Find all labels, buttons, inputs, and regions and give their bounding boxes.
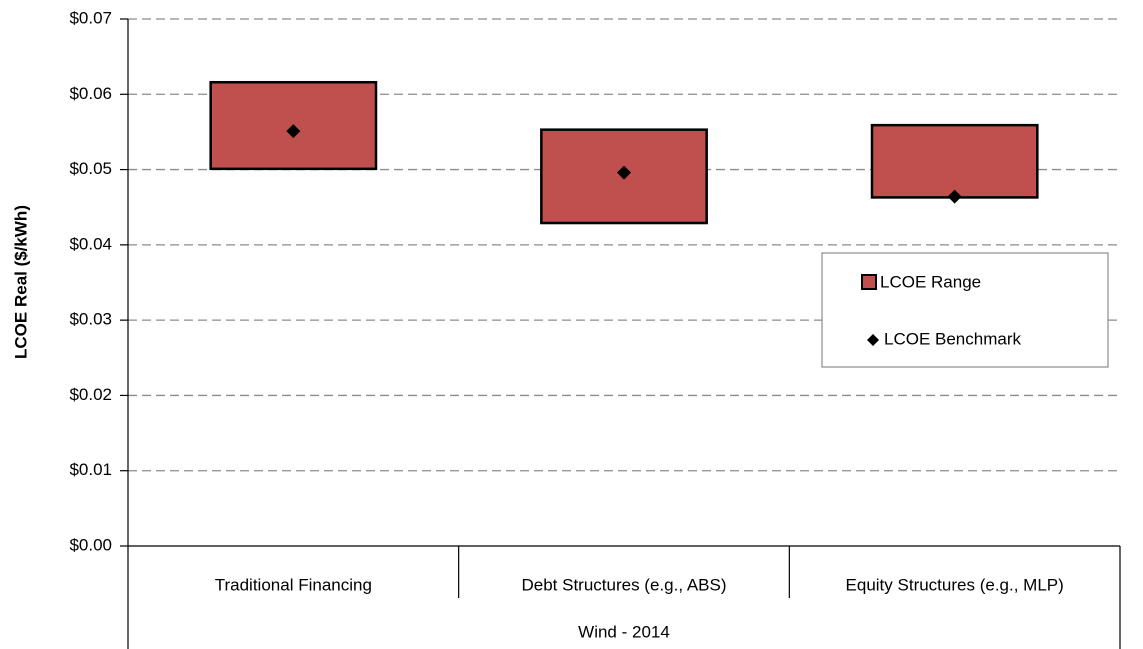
range-bar [209, 80, 378, 171]
group-label: Wind - 2014 [578, 622, 670, 641]
legend-label: LCOE Range [880, 272, 981, 291]
legend-label: LCOE Benchmark [884, 329, 1021, 348]
y-tick-label: $0.05 [69, 159, 112, 178]
benchmark-marker [617, 165, 631, 180]
y-tick-label: $0.02 [69, 385, 112, 404]
x-tick-label: Traditional Financing [215, 575, 372, 594]
legend-marker [867, 334, 879, 346]
y-tick-label: $0.04 [69, 234, 112, 253]
y-tick-label: $0.06 [69, 84, 112, 103]
y-tick-label: $0.03 [69, 310, 112, 329]
y-tick-label: $0.01 [69, 460, 112, 479]
range-bar [870, 123, 1039, 199]
x-tick-label: Debt Structures (e.g., ABS) [521, 575, 726, 594]
y-tick-label: $0.00 [69, 535, 112, 554]
y-tick-label: $0.07 [69, 8, 112, 27]
legend-box [821, 252, 1109, 368]
benchmark-marker [286, 124, 301, 139]
legend-swatch [861, 274, 877, 290]
benchmark-marker [947, 189, 962, 204]
x-tick-label: Equity Structures (e.g., MLP) [846, 575, 1064, 594]
y-axis-label: LCOE Real ($/kWh) [11, 205, 30, 359]
